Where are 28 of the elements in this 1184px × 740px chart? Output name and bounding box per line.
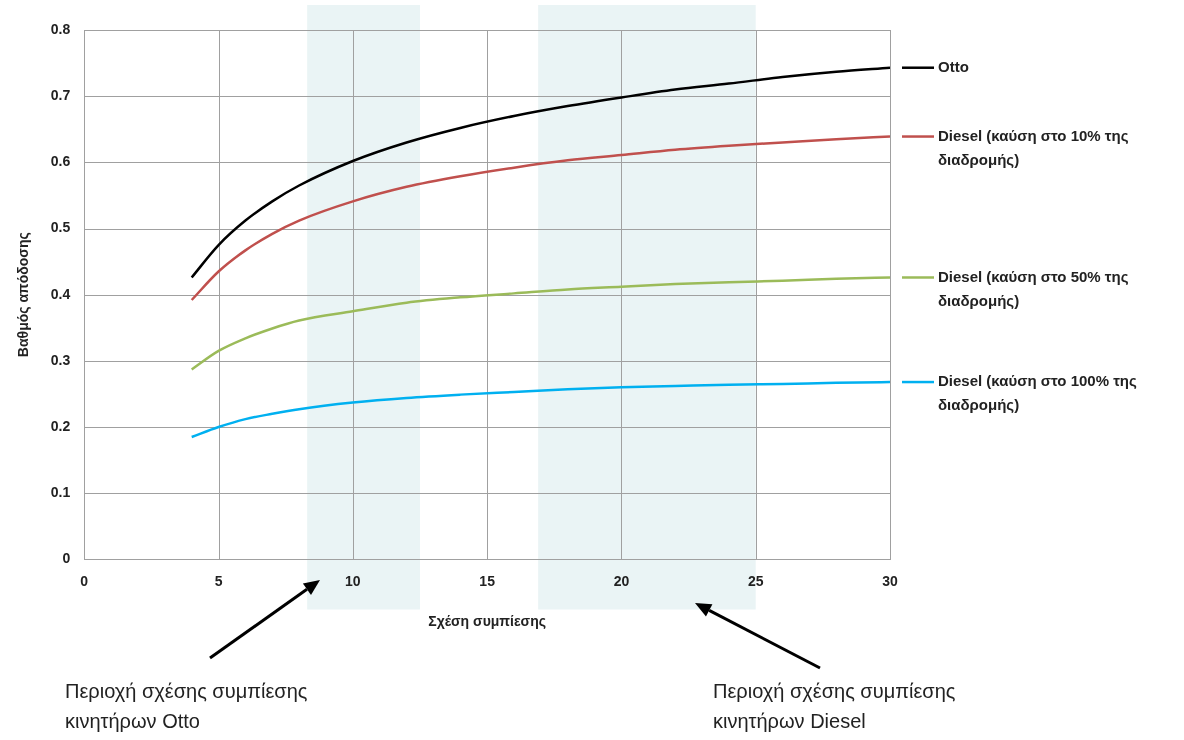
x-tick-label: 20 xyxy=(613,572,630,589)
y-tick-label: 0.8 xyxy=(50,20,71,37)
line-series xyxy=(190,135,890,302)
legend-label: Otto xyxy=(938,57,969,75)
y-tick-label: 0.2 xyxy=(50,417,71,434)
y-tick-label: 0 xyxy=(62,550,71,567)
text: Περιοχή σχέσης συμπίεσης κινητήρων Diesel xyxy=(713,679,957,734)
legend-label: Diesel (καύση στο 10% της διαδρομής) xyxy=(938,126,1129,168)
y-tick-label: 0.3 xyxy=(50,351,71,368)
line-series xyxy=(190,380,890,439)
x-tick-label: 25 xyxy=(747,572,764,589)
line-series xyxy=(190,66,890,279)
x-tick-label: 0 xyxy=(80,572,89,589)
x-tick-label: 30 xyxy=(882,572,898,589)
y-axis-title: Βαθμός απόδοσης xyxy=(15,232,32,358)
x-axis-title: Σχέση συμπίεσης xyxy=(428,613,547,630)
x-tick-label: 10 xyxy=(345,572,361,589)
line-series xyxy=(190,276,890,371)
y-tick-label: 0.7 xyxy=(50,87,71,104)
x-tick-label: 5 xyxy=(214,572,223,589)
x-tick-label: 15 xyxy=(479,572,496,589)
y-tick-label: 0.6 xyxy=(50,153,71,170)
y-tick-label: 0.1 xyxy=(50,484,71,501)
y-tick-label: 0.4 xyxy=(50,285,71,302)
text: Περιοχή σχέσης συμπίεσης κινητήρων Otto xyxy=(65,679,309,734)
legend-label: Diesel (καύση στο 100% της διαδρομής) xyxy=(938,372,1138,414)
legend-label: Diesel (καύση στο 50% της διαδρομής) xyxy=(938,267,1129,309)
y-tick-label: 0.5 xyxy=(50,219,71,236)
